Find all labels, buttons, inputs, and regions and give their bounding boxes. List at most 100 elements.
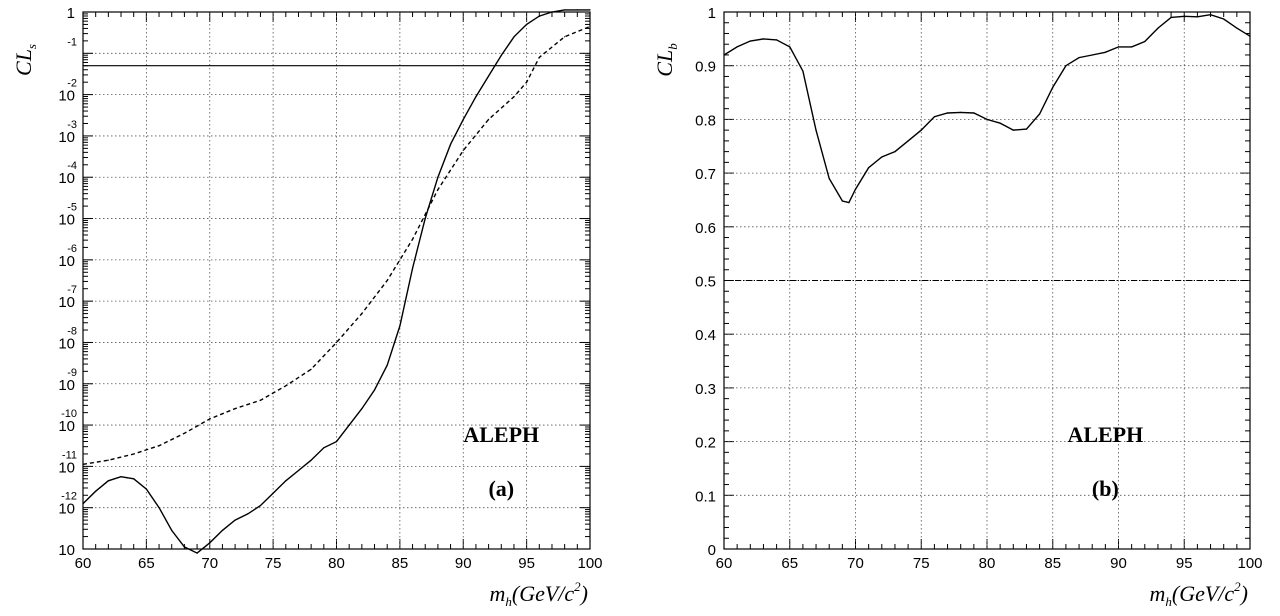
x-tick-label: 85 bbox=[1044, 555, 1061, 572]
x-tick-label: 70 bbox=[847, 555, 864, 572]
data-point-solid bbox=[986, 118, 988, 120]
y-tick-label: 10 bbox=[58, 542, 75, 559]
data-point-solid bbox=[1039, 113, 1041, 115]
data-point-solid bbox=[475, 96, 477, 98]
y-tick-exponent: -7 bbox=[67, 284, 77, 296]
y-tick-label: 0.4 bbox=[695, 327, 716, 344]
x-tick-label: 65 bbox=[781, 555, 798, 572]
x-tick-label: 75 bbox=[265, 555, 282, 572]
y-tick-label: 10 bbox=[58, 88, 75, 105]
data-point-solid bbox=[1183, 15, 1185, 17]
data-point-solid bbox=[1052, 86, 1054, 88]
y-tick-label: 0.2 bbox=[695, 435, 716, 452]
plot-frame bbox=[82, 11, 591, 550]
data-point-dashed bbox=[437, 189, 439, 191]
y-tick-exponent: -4 bbox=[67, 160, 77, 172]
data-point-dashed bbox=[538, 56, 540, 59]
data-point-solid bbox=[828, 177, 830, 180]
data-point-solid bbox=[297, 469, 300, 472]
data-point-solid bbox=[1157, 27, 1159, 29]
y-tick-exponent: -11 bbox=[62, 449, 77, 461]
data-point-solid bbox=[815, 129, 817, 131]
data-point-solid bbox=[1144, 40, 1146, 43]
data-point-solid bbox=[120, 476, 122, 478]
data-point-solid bbox=[1117, 46, 1120, 48]
data-point-solid bbox=[133, 478, 135, 480]
data-point-solid bbox=[854, 188, 857, 190]
data-point-solid bbox=[361, 408, 363, 410]
plot-frame bbox=[723, 11, 1251, 550]
x-tick-label: 70 bbox=[201, 555, 218, 572]
x-axis-title-close: ) bbox=[1239, 581, 1248, 606]
x-tick-label: 75 bbox=[913, 555, 930, 572]
data-point-dashed bbox=[564, 36, 566, 38]
x-axis-title-sub: h bbox=[1165, 594, 1172, 609]
data-point-solid bbox=[1012, 129, 1014, 131]
y-tick-exponent: -1 bbox=[67, 36, 77, 48]
y-tick-label: 10 bbox=[58, 294, 75, 311]
y-tick-label: 0.3 bbox=[695, 381, 716, 398]
data-point-dashed bbox=[513, 96, 515, 98]
panel-b-clb: 0 0.1 0.2 0.3 0.4 0.5 0.6 0.7 0.8 0.9 1 60 65 70 75 80 8… bbox=[652, 5, 1263, 609]
y-tick-exponent: -3 bbox=[67, 119, 77, 131]
data-point-solid bbox=[776, 39, 778, 41]
x-axis-title-close: ) bbox=[579, 581, 588, 606]
y-tick-label: 10 bbox=[58, 459, 75, 476]
y-tick-label: 0 bbox=[708, 542, 716, 559]
x-tick-label: 80 bbox=[328, 555, 345, 572]
data-point-dashed bbox=[462, 149, 464, 151]
data-point-solid bbox=[437, 176, 439, 178]
y-tick-label: 10 bbox=[58, 170, 75, 187]
y-tick-label: 0.8 bbox=[695, 112, 716, 129]
data-point-solid bbox=[1196, 16, 1198, 18]
y-tick-label: 10 bbox=[58, 335, 75, 352]
data-point-solid bbox=[841, 200, 844, 202]
data-point-solid bbox=[95, 490, 97, 492]
data-point-solid bbox=[789, 46, 791, 48]
data-point-solid bbox=[272, 492, 274, 494]
data-point-solid bbox=[234, 519, 236, 521]
y-tick-exponent: -12 bbox=[61, 491, 77, 503]
data-point-dashed bbox=[386, 279, 388, 282]
data-point-dashed bbox=[335, 341, 338, 344]
series-line-dashed bbox=[82, 25, 591, 465]
data-point-solid bbox=[259, 505, 261, 507]
x-axis-title-sup: 2 bbox=[574, 579, 581, 594]
data-point-solid bbox=[1078, 57, 1080, 59]
y-tick-exponent: -9 bbox=[67, 367, 77, 379]
data-point-solid bbox=[881, 156, 883, 158]
data-point-solid bbox=[488, 75, 490, 77]
x-axis-title: mh(GeV/c2) bbox=[1149, 579, 1248, 609]
data-point-solid bbox=[868, 167, 870, 169]
data-point-solid bbox=[323, 447, 325, 449]
y-axis-title-sub: s bbox=[24, 44, 39, 49]
y-tick-label: 0.7 bbox=[695, 166, 716, 183]
data-point-solid bbox=[749, 40, 751, 42]
data-point-solid bbox=[907, 140, 909, 142]
data-point-dashed bbox=[133, 453, 135, 455]
x-tick-label: 90 bbox=[1110, 555, 1127, 572]
x-tick-label: 60 bbox=[716, 555, 733, 572]
data-point-solid bbox=[373, 389, 376, 391]
x-tick-label: 65 bbox=[138, 555, 155, 572]
x-axis-title-var: m bbox=[1149, 581, 1165, 606]
data-point-solid bbox=[1209, 14, 1212, 16]
y-tick-label: 0.9 bbox=[695, 59, 716, 76]
data-point-solid bbox=[802, 70, 804, 72]
data-point-solid bbox=[946, 112, 949, 114]
y-tick-label: 0.1 bbox=[695, 488, 716, 505]
data-point-solid bbox=[894, 151, 896, 153]
data-point-solid bbox=[196, 552, 198, 554]
data-point-solid bbox=[920, 129, 922, 131]
y-axis-title-sub: b bbox=[665, 43, 680, 50]
x-tick-label: 85 bbox=[392, 555, 409, 572]
x-tick-label: 95 bbox=[518, 555, 535, 572]
data-point-solid bbox=[310, 459, 312, 461]
data-point-solid bbox=[1170, 16, 1172, 18]
data-point-solid bbox=[285, 480, 287, 482]
data-point-solid bbox=[1091, 54, 1093, 56]
data-point-solid bbox=[513, 36, 515, 38]
data-point-solid bbox=[762, 38, 765, 40]
x-tick-label: 100 bbox=[577, 555, 602, 572]
